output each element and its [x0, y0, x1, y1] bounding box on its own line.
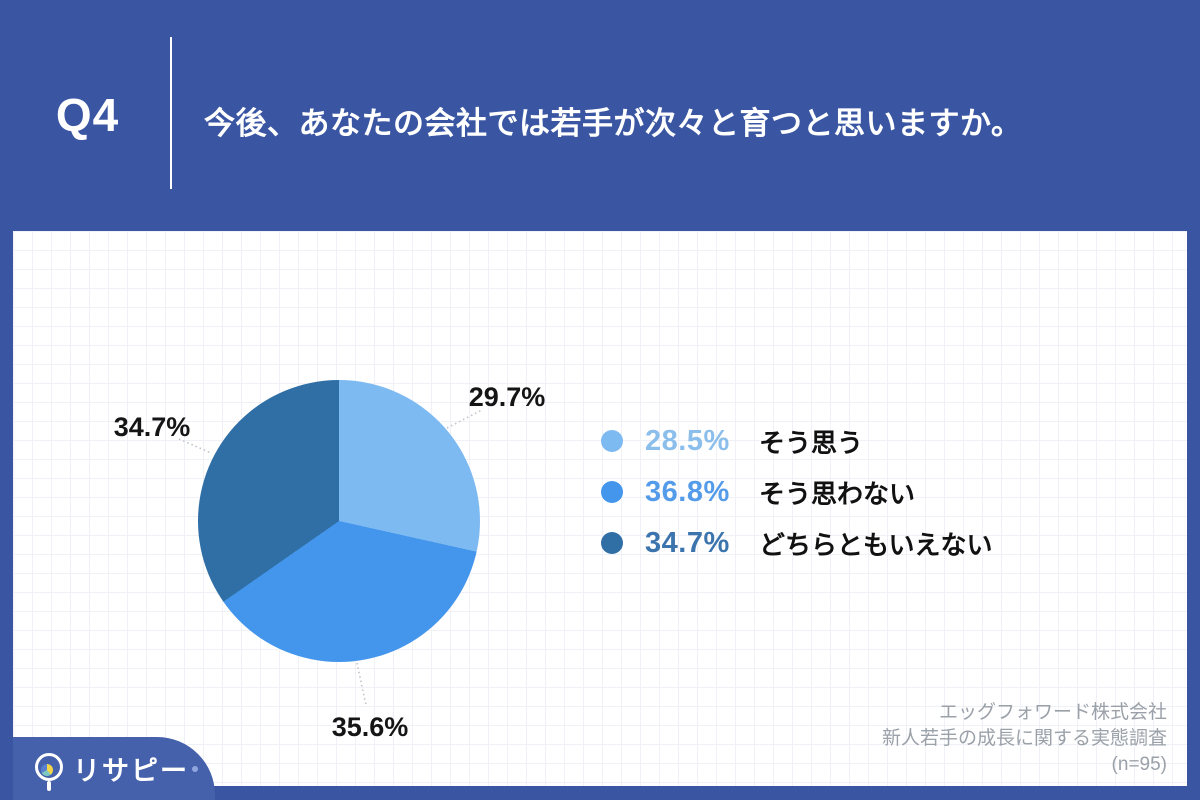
mini-pie-icon	[41, 763, 53, 776]
legend-value-1: 36.8%	[645, 475, 730, 508]
magnifier-handle	[47, 780, 51, 791]
legend-dot-1	[601, 481, 623, 503]
source-sample-size: (n=95)	[1111, 754, 1167, 775]
page-title: 今後、あなたの会社では若手が次々と育つと思いますか。	[204, 106, 1023, 141]
legend-label-0: そう思う	[759, 427, 864, 458]
legend-dot-2	[601, 532, 623, 554]
legend-row: 36.8% そう思わない	[601, 475, 992, 509]
pie-chart	[198, 380, 480, 662]
legend-row: 28.5% そう思う	[601, 424, 992, 458]
pie-value-sou-omou: 29.7%	[468, 382, 546, 412]
chart-card: 29.7% 34.7% 35.6% 28.5% そう思う 36.8% そう思わな…	[13, 231, 1187, 786]
source-attribution: エッグフォワード株式会社 新人若手の成長に関する実態調査 (n=95)	[882, 700, 1167, 778]
legend-value-2: 34.7%	[645, 526, 730, 559]
question-number: Q4	[55, 89, 120, 141]
leader-line-bottom	[356, 662, 367, 706]
pie-value-dochira: 34.7%	[113, 412, 191, 442]
magnifier-icon	[35, 752, 63, 791]
brand-badge: リサピー	[13, 737, 215, 800]
brand-logo-text: リサピー	[73, 756, 189, 786]
legend-label-2: どちらともいえない	[759, 529, 993, 560]
source-survey-name: 新人若手の成長に関する実態調査	[881, 728, 1167, 749]
header-divider	[170, 37, 172, 189]
legend-row: 34.7% どちらともいえない	[601, 526, 992, 560]
legend-label-1: そう思わない	[759, 478, 916, 509]
source-company: エッグフォワード株式会社	[938, 702, 1167, 723]
legend: 28.5% そう思う 36.8% そう思わない 34.7% どちらともいえない	[601, 424, 992, 560]
legend-value-0: 28.5%	[645, 424, 730, 457]
brand-logo-period	[192, 765, 198, 772]
legend-dot-0	[601, 430, 623, 452]
header: Q4 今後、あなたの会社では若手が次々と育つと思いますか。	[0, 0, 1200, 231]
pie-value-omowanai: 35.6%	[331, 712, 409, 742]
